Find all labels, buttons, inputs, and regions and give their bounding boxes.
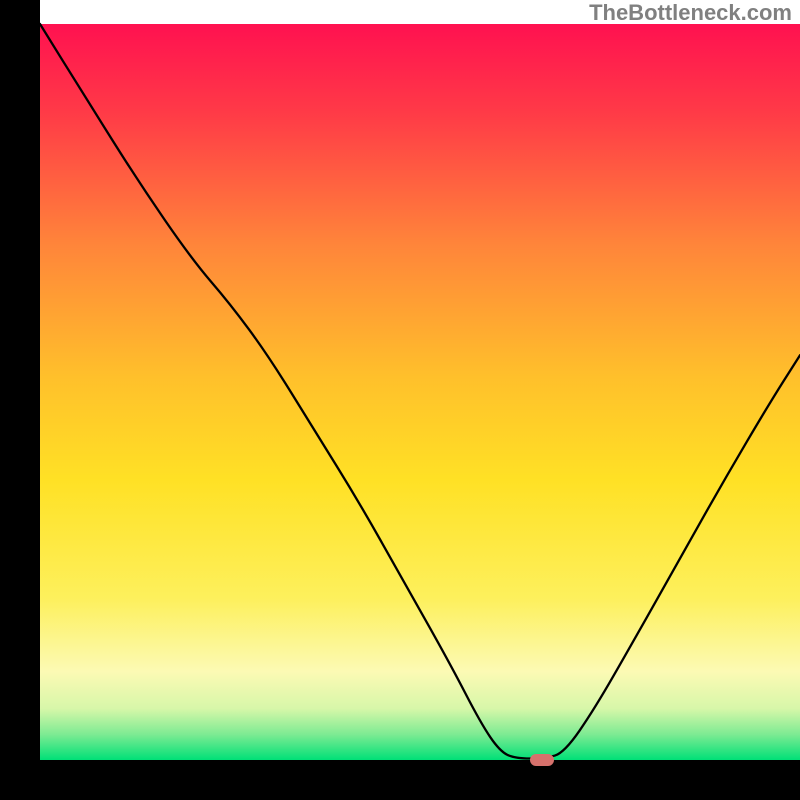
plot-background bbox=[40, 24, 800, 760]
frame-left-border bbox=[0, 0, 40, 800]
optimal-point-marker bbox=[530, 754, 554, 766]
chart-container: TheBottleneck.com bbox=[0, 0, 800, 800]
bottleneck-chart bbox=[0, 0, 800, 800]
frame-bottom-border bbox=[0, 760, 800, 800]
